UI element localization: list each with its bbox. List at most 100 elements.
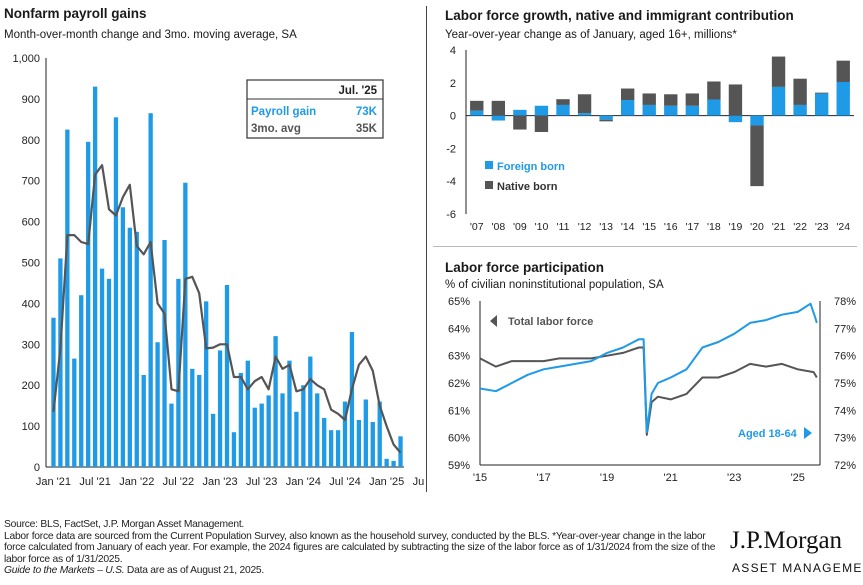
legend-label: 3mo. avg: [251, 123, 301, 135]
payroll-bar: [252, 407, 257, 467]
foreign-born-bar: [534, 105, 549, 116]
native-born-bar: [685, 93, 700, 106]
left-arrow-icon: [490, 315, 497, 327]
y-tick-label: 0: [34, 462, 40, 474]
left-y-tick-label: 59%: [448, 460, 470, 472]
native-born-bar: [642, 93, 656, 105]
x-tick-label: Jan '23: [202, 476, 237, 488]
y-tick-label: 600: [22, 217, 40, 229]
y-tick-label: 200: [22, 380, 40, 392]
foreign-born-bar: [728, 115, 743, 123]
payroll-bar: [134, 231, 139, 467]
right-y-tick-label: 72%: [834, 460, 856, 472]
foreign-born-bar: [491, 115, 506, 121]
legend-header: Jul. '25: [338, 85, 377, 97]
x-tick-label: '25: [791, 472, 805, 484]
payroll-bar: [197, 374, 202, 467]
foreign-born-bar: [771, 86, 786, 116]
native-born-bar: [750, 125, 764, 187]
y-tick-label: 800: [22, 135, 40, 147]
native-born-bar: [793, 78, 807, 105]
payroll-chart: 0 100 200 300 400 500 600 700 800 900 1,000 Jan '21…: [12, 53, 424, 488]
x-tick-label: Jan '24: [286, 476, 321, 488]
x-tick-label: Jul '22: [163, 476, 194, 488]
native-born-bar: [664, 94, 678, 106]
labor-growth-subtitle: Year-over-year change as of January, age…: [445, 29, 737, 41]
payroll-bar: [224, 284, 230, 467]
x-tick-label: '23: [815, 221, 829, 233]
y-tick-label: 400: [22, 298, 40, 310]
y-tick-label: -2: [446, 143, 456, 155]
x-tick-label: Jan '25: [369, 476, 404, 488]
foreign-born-bar: [707, 99, 721, 116]
left-y-tick-label: 62%: [448, 378, 470, 390]
x-tick-label: Jul '25: [413, 476, 424, 488]
x-tick-label: '15: [642, 221, 656, 233]
payroll-bar: [328, 430, 334, 467]
total-labor-force-label: Total labor force: [508, 316, 593, 328]
payroll-bar: [169, 403, 174, 467]
x-tick-label: '13: [599, 221, 613, 233]
foreign-born-bar: [620, 100, 635, 116]
payroll-bar: [301, 385, 306, 467]
native-born-bar: [577, 94, 592, 114]
left-y-tick-label: 60%: [448, 433, 470, 445]
panel-divider: [426, 6, 427, 492]
native-born-bar: [836, 60, 850, 82]
y-tick-label: 0: [450, 111, 456, 123]
x-tick-label: Jan '22: [119, 476, 154, 488]
payroll-bar: [370, 422, 375, 467]
payroll-bar: [58, 258, 63, 467]
foreign-born-bar: [470, 110, 484, 116]
native-born-bar: [513, 115, 527, 130]
right-arrow-icon: [804, 427, 812, 439]
aged-18-64-line: [479, 302, 818, 434]
payroll-bar: [155, 342, 160, 467]
native-born-bar: [556, 99, 570, 105]
y-tick-label: 1,000: [12, 53, 40, 65]
native-born-bar: [728, 84, 743, 116]
payroll-bar: [120, 207, 126, 467]
payroll-bar: [363, 399, 368, 467]
payroll-bar: [342, 401, 348, 467]
native-born-bar: [491, 100, 506, 116]
right-y-tick-label: 76%: [834, 351, 856, 363]
legend-value: 35K: [356, 123, 378, 135]
y-tick-label: 100: [22, 421, 40, 433]
y-tick-label: -4: [446, 176, 456, 188]
payroll-bar: [335, 430, 341, 467]
legend-value: 73K: [356, 106, 378, 118]
x-tick-label: '19: [600, 472, 614, 484]
payroll-bar: [51, 317, 56, 467]
labor-growth-title: Labor force growth, native and immigrant…: [445, 8, 794, 23]
payroll-bar: [72, 358, 77, 467]
right-y-tick-label: 73%: [834, 433, 856, 445]
payroll-bar: [280, 393, 285, 467]
payroll-bar: [315, 393, 320, 467]
foreign-born-bar: [556, 104, 570, 116]
foreign-born-bar: [685, 105, 700, 116]
foreign-born-bar: [599, 115, 613, 120]
x-tick-label: Jan '21: [36, 476, 71, 488]
x-tick-label: '24: [836, 221, 850, 233]
left-y-tick-label: 65%: [448, 296, 470, 308]
right-y-tick-label: 75%: [834, 378, 856, 390]
native-born-bar: [620, 88, 635, 101]
right-y-tick-label: 78%: [834, 296, 856, 308]
foreign-born-bar: [836, 81, 850, 116]
foreign-born-bar: [793, 104, 807, 116]
x-tick-label: '14: [621, 221, 635, 233]
x-tick-label: '23: [727, 472, 741, 484]
participation-subtitle: % of civilian noninstitutional populatio…: [445, 279, 664, 291]
x-tick-label: Jul '21: [79, 476, 110, 488]
labor-growth-chart: 4 2 0 -2 -4 -6 '07 '08 '09 '10 '11 '12 '13 '14 '15 '16 '…: [446, 45, 854, 233]
aged-18-64-label: Aged 18-64: [738, 428, 798, 440]
payroll-bar: [217, 350, 223, 467]
payroll-bar: [377, 401, 382, 467]
right-panel-divider: [433, 246, 857, 247]
left-y-tick-label: 63%: [448, 351, 470, 363]
payroll-bar: [231, 432, 237, 467]
legend-label: Payroll gain: [251, 106, 316, 118]
native-born-bar: [534, 115, 549, 132]
legend-box: [246, 79, 384, 139]
